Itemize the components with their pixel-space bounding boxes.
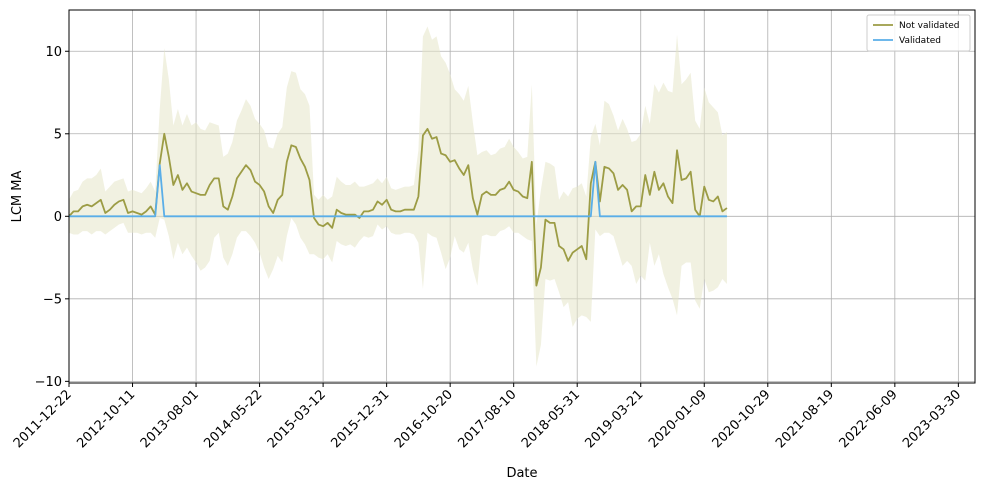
confidence-band	[69, 26, 727, 367]
legend: Not validated Validated	[866, 14, 971, 52]
confidence-band-layer	[69, 26, 727, 367]
legend-label-validated: Validated	[899, 36, 941, 46]
y-tick-label: 0	[54, 210, 62, 225]
series-layer	[69, 127, 728, 287]
legend-label-not-validated: Not validated	[899, 21, 959, 31]
plot-frame	[68, 9, 976, 384]
y-axis-title: LCM MA	[10, 171, 25, 223]
x-axis-title: Date	[506, 466, 537, 481]
series-line-validated	[69, 160, 727, 218]
y-tick-label: 5	[54, 127, 62, 142]
y-axis-ticks: −10 −5 0 5 10	[35, 45, 69, 390]
legend-box	[866, 14, 971, 52]
series-line-not-validated	[69, 127, 728, 287]
y-tick-label: −10	[35, 375, 62, 390]
y-tick-label: −5	[43, 292, 62, 307]
y-tick-label: 10	[45, 45, 62, 60]
